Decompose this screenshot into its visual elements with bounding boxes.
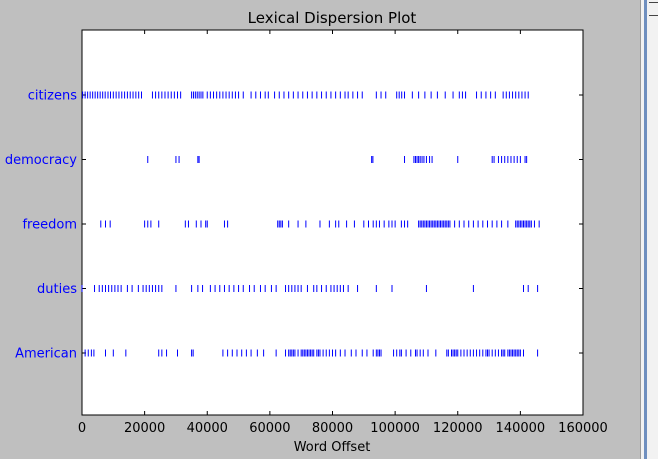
x-tick-label: 80000: [312, 421, 353, 436]
x-tick-label: 120000: [433, 421, 483, 436]
window-edge-scrollbar[interactable]: [640, 0, 658, 459]
word-label-citizens: citizens: [28, 89, 78, 104]
marker-row-citizens: [82, 91, 529, 99]
x-tick-label: 140000: [496, 421, 546, 436]
word-label-duties: duties: [37, 282, 77, 297]
x-tick-label: 0: [78, 421, 86, 436]
word-label-democracy: democracy: [5, 153, 77, 168]
marker-row-freedom: [100, 220, 540, 228]
figure: Lexical Dispersion Plot Word Offset 0 200…: [4, 9, 608, 455]
window-corner-icon: [649, 2, 658, 16]
y-axis-word-labels: citizens democracy freedom duties American: [5, 89, 583, 362]
marker-row-duties: [81, 285, 539, 292]
x-tick-label: 40000: [187, 421, 228, 436]
word-label-freedom: freedom: [22, 218, 77, 233]
x-tick-label: 60000: [249, 421, 290, 436]
word-label-american: American: [15, 347, 77, 362]
x-tick-label: 160000: [558, 421, 608, 436]
dispersion-plot: Lexical Dispersion Plot Word Offset 0 200…: [5, 9, 608, 455]
chart-title: Lexical Dispersion Plot: [248, 9, 417, 27]
x-axis-label: Word Offset: [294, 440, 371, 455]
x-tick-label: 100000: [370, 421, 420, 436]
x-axis-ticks: 0 20000 40000 60000 80000 100000 120000 140000 1…: [78, 30, 608, 436]
marker-row-democracy: [147, 156, 528, 163]
x-tick-label: 20000: [124, 421, 165, 436]
marker-row-american: [84, 349, 539, 357]
dispersion-markers: [81, 91, 540, 357]
scrollbar-track: [644, 0, 647, 459]
